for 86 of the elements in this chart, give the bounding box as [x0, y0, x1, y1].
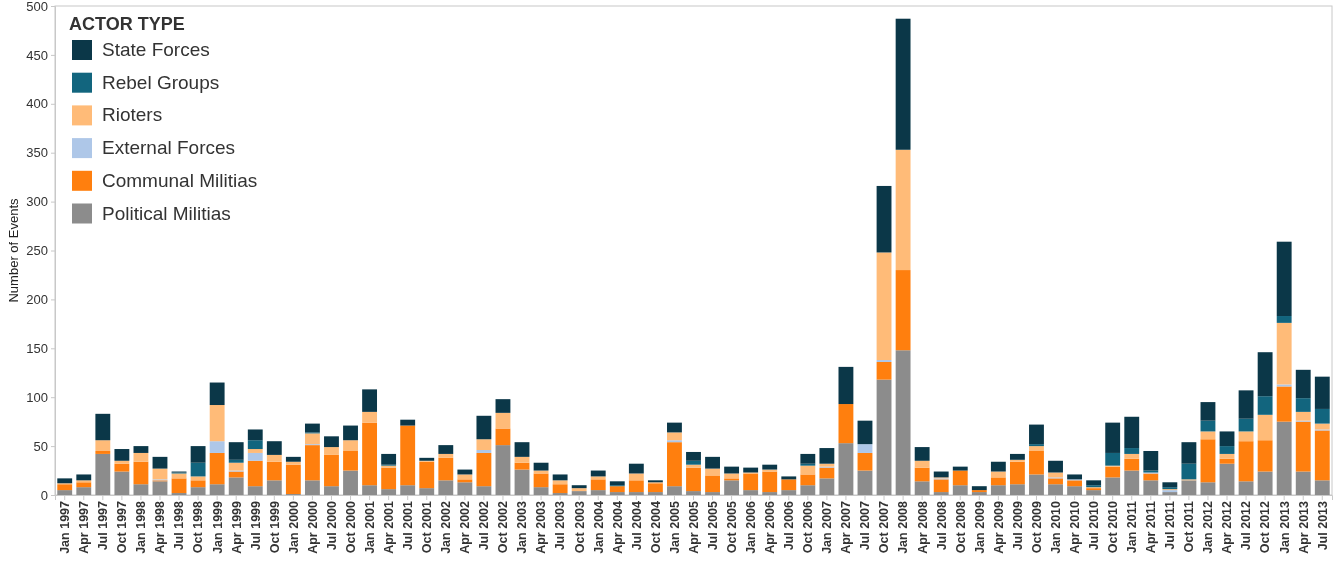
- x-tick-label: Jan 1998: [134, 500, 149, 554]
- x-tick-label: Oct 1998: [191, 500, 206, 554]
- y-tick-label: 150: [26, 340, 48, 356]
- x-tick-label: Jul 2008: [934, 500, 949, 551]
- x-tick-label: Jan 2010: [1048, 500, 1063, 554]
- x-tick-label: Apr 2013: [1296, 500, 1311, 554]
- x-tick-label: Jan 2000: [286, 500, 301, 554]
- x-tick-label: Apr 2003: [534, 500, 549, 554]
- x-tick-label: Apr 2000: [305, 500, 320, 554]
- y-tick-label: 400: [26, 96, 48, 112]
- x-tick-label: Jan 2003: [515, 500, 530, 554]
- y-tick-label: 200: [26, 292, 48, 308]
- x-tick-label: Jul 2007: [858, 500, 873, 551]
- x-tick-label: Apr 2009: [991, 500, 1006, 554]
- x-tick-label: Oct 2006: [801, 500, 816, 554]
- x-tick-label: Jan 1999: [210, 500, 225, 554]
- x-tick-label: Oct 2002: [496, 500, 511, 554]
- y-tick-label: 0: [40, 487, 48, 503]
- x-tick-label: Jul 2006: [782, 500, 797, 551]
- x-tick-label: Oct 2007: [877, 500, 892, 554]
- x-tick-label: Apr 1998: [153, 500, 168, 554]
- x-tick-label: Jul 2012: [1239, 500, 1254, 551]
- x-tick-label: Jan 1997: [58, 500, 73, 554]
- legend-label: State Forces: [102, 39, 210, 60]
- x-tick-label: Jul 2002: [477, 500, 492, 551]
- x-tick-label: Apr 2012: [1220, 500, 1235, 554]
- x-tick-label: Jan 2002: [439, 500, 454, 554]
- y-tick-label: 100: [26, 389, 48, 405]
- y-tick-label: 450: [26, 47, 48, 63]
- legend-label: Rebel Groups: [102, 71, 220, 93]
- x-tick-label: Jan 2012: [1201, 500, 1216, 554]
- x-tick-label: Oct 1999: [267, 500, 282, 554]
- x-tick-label: Oct 2012: [1258, 500, 1273, 554]
- x-tick-label: Jul 2003: [553, 500, 568, 551]
- x-tick-label: Jan 2005: [667, 500, 682, 554]
- legend-label: Rioters: [102, 104, 163, 126]
- legend-title: ACTOR TYPE: [69, 14, 185, 34]
- x-tick-label: Apr 1997: [77, 500, 92, 554]
- x-tick-label: Jan 2013: [1277, 500, 1292, 554]
- y-tick-label: 50: [33, 438, 48, 454]
- x-tick-label: Oct 2000: [343, 500, 358, 554]
- x-tick-label: Oct 2001: [420, 500, 435, 554]
- y-axis-title: Number of Events: [6, 197, 21, 303]
- y-tick-label: 300: [26, 194, 48, 210]
- x-tick-label: Oct 2008: [953, 500, 968, 554]
- x-tick-label: Jul 2011: [1163, 500, 1178, 550]
- x-tick-label: Jul 1997: [96, 500, 111, 551]
- x-tick-label: Apr 2006: [763, 500, 778, 554]
- x-tick-label: Jan 2011: [1125, 500, 1140, 554]
- x-tick-label: Jul 2013: [1315, 500, 1330, 551]
- x-tick-label: Apr 2010: [1067, 500, 1082, 554]
- x-tick-label: Jul 2000: [324, 500, 339, 551]
- x-tick-label: Jan 2004: [591, 500, 606, 554]
- x-tick-label: Apr 2002: [458, 500, 473, 554]
- x-tick-label: Jan 2001: [362, 500, 377, 554]
- x-tick-label: Apr 2004: [610, 500, 625, 554]
- legend-label: Political Militias: [102, 202, 231, 224]
- x-tick-label: Oct 2009: [1029, 500, 1044, 554]
- x-tick-label: Oct 2004: [648, 500, 663, 554]
- x-tick-label: Jul 2005: [705, 500, 720, 551]
- x-tick-label: Apr 2011: [1144, 500, 1159, 554]
- y-tick-label: 500: [26, 0, 48, 14]
- x-tick-label: Jul 1998: [172, 500, 187, 551]
- x-tick-label: Jan 2009: [972, 500, 987, 554]
- x-tick-label: Apr 2008: [915, 500, 930, 554]
- x-tick-label: Apr 2001: [382, 500, 397, 554]
- x-tick-label: Jul 1999: [248, 500, 263, 551]
- x-tick-label: Oct 1997: [115, 500, 130, 554]
- x-tick-label: Oct 2011: [1182, 500, 1197, 553]
- x-tick-label: Jan 2007: [820, 500, 835, 554]
- x-tick-label: Jan 2006: [744, 500, 759, 554]
- x-tick-label: Apr 2007: [839, 500, 854, 554]
- x-tick-label: Jul 2009: [1010, 500, 1025, 551]
- legend-label: External Forces: [102, 137, 236, 159]
- x-tick-label: Apr 1999: [229, 500, 244, 554]
- x-tick-label: Oct 2010: [1106, 500, 1121, 554]
- x-tick-label: Apr 2005: [686, 500, 701, 554]
- x-tick-label: Jul 2010: [1087, 500, 1102, 551]
- legend-label: Communal Militias: [102, 169, 258, 191]
- x-tick-label: Jul 2001: [401, 500, 416, 551]
- x-tick-label: Jul 2004: [629, 500, 644, 551]
- y-tick-label: 250: [26, 243, 48, 259]
- y-tick-label: 350: [26, 145, 48, 161]
- x-tick-label: Oct 2003: [572, 500, 587, 554]
- x-tick-label: Jan 2008: [896, 500, 911, 554]
- x-tick-label: Oct 2005: [724, 500, 739, 554]
